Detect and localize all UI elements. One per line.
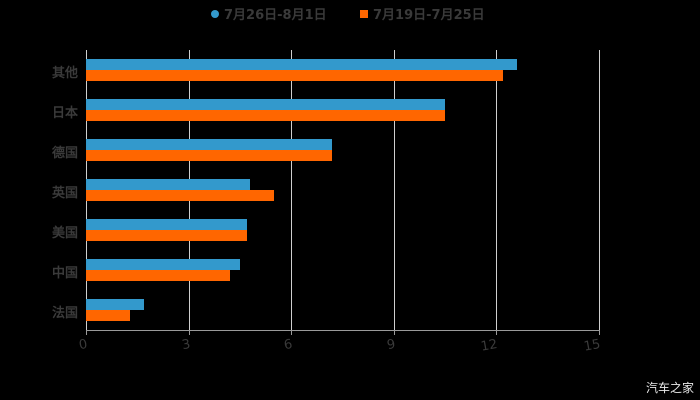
y-category-label: 中国 (51, 266, 78, 281)
x-tick (394, 330, 395, 335)
bar-series-1[interactable] (86, 299, 144, 310)
y-category-label: 美国 (51, 226, 78, 241)
bar-series-1[interactable] (86, 139, 332, 150)
x-tick (86, 330, 87, 335)
x-tick (291, 330, 292, 335)
x-tick-label: 15 (582, 337, 602, 355)
legend-label: 7月26日-8月1日 (224, 8, 327, 23)
bar-series-1[interactable] (86, 99, 445, 110)
y-category-label: 法国 (51, 306, 78, 321)
legend-circle-icon (211, 9, 219, 18)
bar-series-2[interactable] (86, 110, 445, 121)
bar-series-1[interactable] (86, 259, 240, 270)
legend-item-series-2[interactable]: 7月19日-7月25日 (360, 4, 485, 23)
legend-item-series-1[interactable]: 7月26日-8月1日 (211, 4, 327, 23)
bar-series-2[interactable] (86, 70, 503, 81)
bar-series-2[interactable] (86, 310, 130, 321)
gridline (496, 50, 497, 330)
legend-square-icon (360, 9, 368, 18)
legend-label: 7月19日-7月25日 (373, 8, 485, 23)
bar-series-1[interactable] (86, 179, 250, 190)
x-tick-label: 6 (282, 337, 294, 354)
bar-series-1[interactable] (86, 219, 247, 230)
x-tick-label: 3 (180, 337, 192, 354)
bar-series-2[interactable] (86, 230, 247, 241)
y-category-label: 德国 (51, 146, 78, 161)
y-category-label: 日本 (51, 106, 78, 121)
watermark: 汽车之家 (645, 381, 694, 395)
y-category-label: 英国 (51, 186, 78, 201)
chart-legend: 7月26日-8月1日 7月19日-7月25日 (0, 4, 700, 24)
gridline (291, 50, 292, 330)
gridline (599, 50, 600, 330)
y-category-label: 其他 (51, 66, 78, 81)
bar-series-1[interactable] (86, 59, 517, 70)
x-tick (496, 330, 497, 335)
bar-series-2[interactable] (86, 150, 332, 161)
x-axis (86, 330, 600, 331)
bar-series-2[interactable] (86, 190, 274, 201)
x-tick (599, 330, 600, 335)
x-tick-label: 12 (479, 337, 499, 355)
bar-series-2[interactable] (86, 270, 230, 281)
x-tick-label: 0 (77, 337, 89, 354)
gridline (394, 50, 395, 330)
x-tick-label: 9 (385, 337, 397, 354)
x-tick (189, 330, 190, 335)
